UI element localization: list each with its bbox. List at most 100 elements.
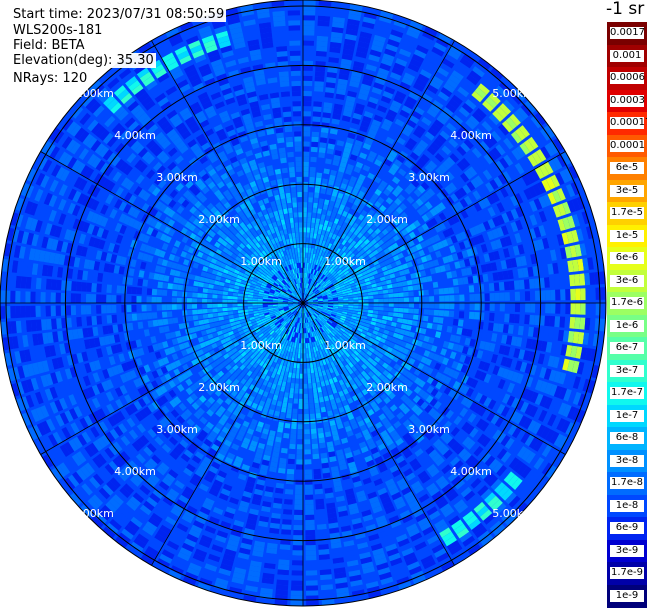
ppi-cell <box>278 559 289 565</box>
ppi-cell <box>494 313 500 322</box>
ppi-cell <box>468 320 474 328</box>
ppi-cell <box>295 378 299 383</box>
ppi-cell <box>317 524 327 530</box>
ppi-cell <box>276 585 288 591</box>
ppi-cell <box>474 285 480 293</box>
ppi-cell <box>433 282 439 288</box>
ppi-cell <box>304 434 310 439</box>
ppi-cell <box>313 454 320 460</box>
ppi-cell <box>529 315 535 325</box>
ppi-cell <box>303 333 305 338</box>
ppi-cell <box>295 495 303 500</box>
ppi-cell <box>485 303 490 311</box>
ppi-cell <box>308 202 313 207</box>
ppi-cell <box>333 301 338 303</box>
ppi-cell <box>404 303 409 307</box>
ppi-cell <box>320 137 327 143</box>
ppi-cell <box>317 167 323 173</box>
ppi-cell <box>554 276 560 287</box>
ppi-cell <box>505 303 510 312</box>
ppi-cell <box>303 141 310 146</box>
ppi-cell <box>310 162 316 168</box>
ppi-cell <box>308 388 312 393</box>
ppi-cell <box>449 295 454 301</box>
ppi-cell <box>408 314 414 319</box>
ppi-cell <box>305 515 314 520</box>
ppi-cell <box>580 288 585 300</box>
ppi-cell <box>311 429 317 435</box>
ppi-cell <box>364 303 369 306</box>
ppi-cell <box>585 318 591 330</box>
ppi-cell <box>468 276 474 284</box>
ppi-cell <box>433 317 439 323</box>
ppi-cell <box>317 162 324 168</box>
ppi-cell <box>591 303 596 315</box>
ppi-cell <box>569 275 575 287</box>
ppi-cell <box>288 403 293 409</box>
ppi-cell <box>408 291 414 296</box>
ppi-cell <box>475 303 480 310</box>
ppi-cell <box>383 307 388 311</box>
ppi-cell <box>297 434 303 439</box>
ppi-cell <box>318 21 330 27</box>
ppi-cell <box>437 324 443 331</box>
ppi-cell <box>312 137 319 143</box>
ppi-cell <box>303 45 314 50</box>
ppi-cell <box>464 294 469 301</box>
ppi-cell <box>586 303 591 315</box>
ppi-cell <box>529 279 535 289</box>
ppi-cell <box>280 544 291 550</box>
ppi-cell <box>313 106 322 112</box>
ppi-cell <box>316 46 327 52</box>
ppi-cell <box>399 308 404 313</box>
ppi-cell <box>601 303 606 316</box>
ppi-cell <box>307 217 311 222</box>
ppi-cell <box>312 439 318 445</box>
ppi-cell <box>293 545 303 550</box>
ppi-cell <box>348 300 353 302</box>
ppi-cell <box>283 514 292 520</box>
ppi-cell <box>308 378 312 383</box>
ppi-cell <box>296 464 303 469</box>
ppi-cell <box>303 177 308 182</box>
ppi-cell <box>318 152 325 158</box>
ppi-cell <box>383 311 389 315</box>
ppi-cell <box>374 303 379 306</box>
ppi-cell <box>310 167 316 172</box>
ppi-cell <box>308 383 312 388</box>
ppi-cell <box>321 127 329 133</box>
ppi-cell <box>303 76 313 81</box>
ppi-cell <box>449 303 454 309</box>
ppi-cell <box>306 590 318 595</box>
ppi-cell <box>484 284 490 292</box>
ppi-cell <box>525 303 530 313</box>
ppi-plot: 1.00km1.00km1.00km1.00km2.00km2.00km2.00… <box>0 0 607 607</box>
ppi-cell <box>520 291 525 300</box>
ppi-cell <box>303 187 308 192</box>
ppi-cell <box>515 292 520 301</box>
ppi-cell <box>303 81 312 86</box>
ppi-cell <box>324 427 330 433</box>
ppi-cell <box>287 408 292 414</box>
ppi-cell <box>319 554 330 560</box>
ppi-cell <box>293 409 298 414</box>
ppi-cell <box>448 318 454 325</box>
ppi-cell <box>560 289 565 300</box>
ppi-cell <box>490 303 495 311</box>
ppi-cell <box>303 30 314 35</box>
ppi-cell <box>285 484 293 490</box>
ppi-cell <box>409 309 414 314</box>
ppi-cell <box>295 500 304 505</box>
ppi-cell <box>384 303 389 307</box>
ppi-cell <box>474 294 479 301</box>
ppi-cell <box>292 555 303 560</box>
ppi-cell <box>434 303 439 309</box>
ppi-cell <box>444 303 449 309</box>
ppi-cell <box>291 591 303 596</box>
ppi-cell <box>554 316 560 327</box>
ppi-cell <box>463 277 469 285</box>
ppi-cell <box>320 569 332 575</box>
ppi-cell <box>289 393 294 399</box>
ppi-cell <box>515 303 520 312</box>
ppi-cell <box>315 499 324 505</box>
